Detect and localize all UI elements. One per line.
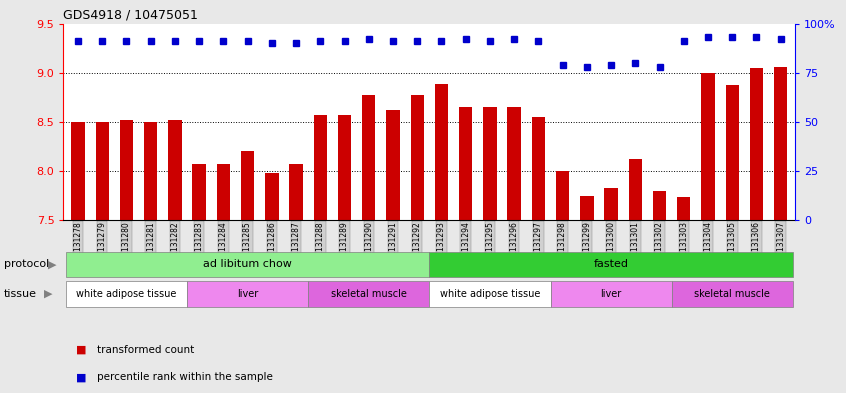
- Bar: [556, 171, 569, 220]
- Bar: [750, 68, 763, 220]
- Bar: [410, 95, 424, 220]
- Text: transformed count: transformed count: [97, 345, 195, 355]
- Bar: [66, 252, 429, 277]
- Bar: [144, 122, 157, 220]
- Text: protocol: protocol: [4, 259, 49, 269]
- Text: liver: liver: [237, 289, 258, 299]
- Text: GDS4918 / 10475051: GDS4918 / 10475051: [63, 8, 198, 21]
- Bar: [314, 115, 327, 220]
- Bar: [435, 84, 448, 220]
- Bar: [217, 164, 230, 220]
- Bar: [508, 107, 521, 220]
- Text: white adipose tissue: white adipose tissue: [76, 289, 177, 299]
- Bar: [120, 120, 133, 220]
- Bar: [387, 110, 399, 220]
- Bar: [241, 151, 255, 220]
- Bar: [429, 252, 793, 277]
- Bar: [289, 164, 303, 220]
- Text: ■: ■: [76, 372, 86, 382]
- Bar: [96, 122, 109, 220]
- Bar: [653, 191, 666, 220]
- Bar: [71, 122, 85, 220]
- Text: percentile rank within the sample: percentile rank within the sample: [97, 372, 273, 382]
- Bar: [168, 120, 182, 220]
- Text: ▶: ▶: [48, 259, 57, 269]
- Bar: [580, 196, 594, 220]
- Text: ■: ■: [76, 345, 86, 355]
- Bar: [701, 73, 715, 220]
- Bar: [187, 281, 308, 307]
- Bar: [362, 95, 376, 220]
- Text: tissue: tissue: [4, 289, 37, 299]
- Bar: [774, 67, 788, 220]
- Bar: [726, 86, 739, 220]
- Text: skeletal muscle: skeletal muscle: [331, 289, 407, 299]
- Bar: [193, 164, 206, 220]
- Text: ▶: ▶: [44, 289, 52, 299]
- Bar: [629, 159, 642, 220]
- Bar: [604, 188, 618, 220]
- Bar: [338, 115, 351, 220]
- Bar: [532, 117, 545, 220]
- Bar: [308, 281, 429, 307]
- Text: white adipose tissue: white adipose tissue: [440, 289, 540, 299]
- Text: liver: liver: [601, 289, 622, 299]
- Bar: [483, 107, 497, 220]
- Bar: [66, 281, 187, 307]
- Bar: [459, 107, 472, 220]
- Bar: [677, 197, 690, 220]
- Text: ad libitum chow: ad libitum chow: [203, 259, 292, 269]
- Bar: [429, 281, 551, 307]
- Bar: [672, 281, 793, 307]
- Bar: [551, 281, 672, 307]
- Text: fasted: fasted: [594, 259, 629, 269]
- Text: skeletal muscle: skeletal muscle: [695, 289, 770, 299]
- Bar: [265, 173, 278, 220]
